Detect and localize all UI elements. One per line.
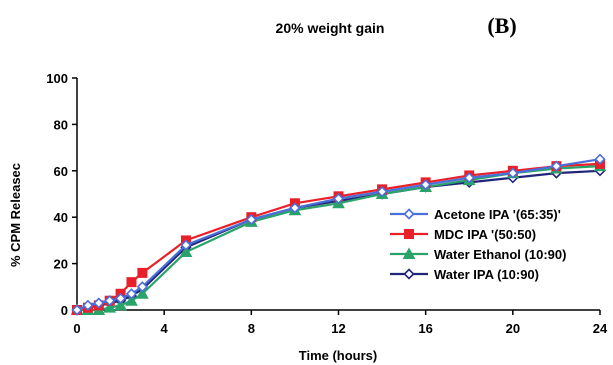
y-tick-label: 0 xyxy=(61,303,68,318)
y-axis-label: % CPM Releasec xyxy=(8,163,23,267)
data-point xyxy=(332,193,345,205)
data-point xyxy=(180,239,192,251)
data-point xyxy=(376,186,388,198)
x-tick-label: 0 xyxy=(73,321,80,336)
data-point xyxy=(104,295,116,307)
panel-label: (B) xyxy=(487,13,516,38)
chart-title: 20% weight gain xyxy=(276,20,385,36)
data-point xyxy=(82,299,94,311)
y-tick-label: 20 xyxy=(54,257,68,272)
y-tick-label: 40 xyxy=(54,210,68,225)
x-tick-label: 4 xyxy=(161,321,169,336)
data-point xyxy=(114,292,127,305)
data-point xyxy=(289,202,301,214)
y-tick-label: 80 xyxy=(54,117,68,132)
data-point xyxy=(136,287,149,299)
legend-label: MDC IPA '(50:50) xyxy=(434,227,536,242)
data-point xyxy=(420,179,432,191)
y-tick-label: 100 xyxy=(46,71,68,86)
data-point xyxy=(103,301,117,313)
data-point xyxy=(507,167,519,179)
x-axis-label: Time (hours) xyxy=(299,348,378,363)
data-point xyxy=(93,297,105,309)
legend-label: Water Ethanol (10:90) xyxy=(434,247,566,262)
data-point xyxy=(245,213,257,226)
legend-marker xyxy=(404,229,414,239)
x-tick-label: 20 xyxy=(506,321,520,336)
legend-marker xyxy=(402,247,416,259)
data-point xyxy=(136,281,149,293)
data-point xyxy=(114,298,127,311)
data-point xyxy=(550,160,563,172)
x-tick-label: 8 xyxy=(248,321,255,336)
data-point xyxy=(71,304,83,316)
y-tick-label: 60 xyxy=(54,164,68,179)
x-tick-label: 16 xyxy=(418,321,432,336)
data-point xyxy=(125,288,138,300)
legend-label: Water IPA (10:90) xyxy=(434,267,539,282)
data-point xyxy=(125,294,138,306)
data-point xyxy=(594,153,606,165)
data-point xyxy=(179,245,193,257)
data-point xyxy=(126,277,137,288)
x-tick-label: 24 xyxy=(593,321,608,336)
legend-marker xyxy=(403,268,415,280)
x-tick-label: 12 xyxy=(331,321,345,336)
legend-marker xyxy=(403,208,415,220)
data-point xyxy=(463,172,475,184)
data-point xyxy=(137,267,148,278)
legend-label: Acetone IPA '(65:35)' xyxy=(434,207,561,222)
